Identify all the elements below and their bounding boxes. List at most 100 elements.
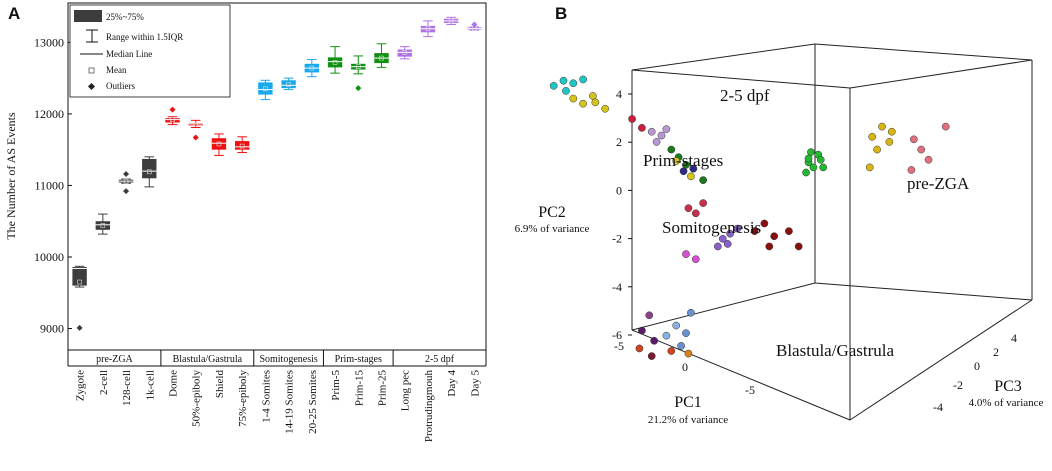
category-label: 128-cell	[121, 370, 133, 406]
outlier-marker	[123, 170, 130, 177]
pc3-axis-title: PC3	[994, 378, 1022, 395]
data-point	[924, 155, 933, 164]
iqr-box	[165, 118, 180, 123]
legend-mean-marker	[88, 67, 95, 74]
pc2-ticks: 4 2 0 -2 -4 -6	[612, 87, 632, 342]
mean-marker	[309, 65, 315, 71]
group-label: Blastula/Gastrula	[173, 354, 243, 365]
data-point	[750, 227, 759, 235]
box-Dome	[165, 106, 180, 126]
data-point	[638, 124, 646, 132]
data-point	[785, 227, 793, 235]
cluster-label-somito: Somitogenesis	[662, 218, 761, 237]
legend-mean-label: Mean	[106, 65, 127, 75]
pc3-axis-subtitle: 4.0% of variance	[969, 397, 1044, 409]
cluster-label-blastula: Blastula/Gastrula	[776, 341, 894, 360]
box-1-4 Somites	[258, 79, 273, 101]
data-point	[723, 240, 732, 248]
frame-top-far	[814, 43, 1033, 61]
data-point	[726, 229, 734, 238]
data-point	[807, 148, 815, 156]
data-point	[667, 347, 676, 355]
legend-outlier-marker	[88, 83, 95, 90]
data-point	[569, 79, 578, 88]
category-label: 20-25 Somites	[307, 370, 319, 434]
box-75%-epiboly	[234, 136, 250, 154]
category-label: Dome	[168, 370, 180, 397]
pc2-axis-title: PC2	[538, 204, 566, 221]
category-label: Zygote	[75, 370, 87, 401]
data-point	[559, 76, 568, 85]
pc2-tick-label: 0	[616, 183, 622, 197]
data-point	[794, 242, 803, 251]
outlier-marker	[471, 21, 478, 28]
cluster-label-prezga: pre-ZGA	[907, 174, 970, 193]
iqr-box	[72, 267, 87, 286]
data-point	[549, 81, 558, 90]
group-label: 2-5 dpf	[425, 354, 455, 365]
box-Prim-25	[374, 43, 389, 68]
legend-range-label: Range within 1.5IQR	[106, 32, 183, 42]
mean-marker	[123, 178, 129, 184]
box-Prim-15	[351, 55, 366, 92]
pca-points	[549, 75, 950, 360]
box-2-cell	[95, 213, 111, 235]
pc2-tick-label: 4	[616, 87, 622, 101]
data-point	[819, 163, 828, 172]
mean-marker	[216, 141, 222, 147]
box-Long pec	[397, 46, 412, 60]
mean-marker	[332, 60, 338, 65]
category-label: Prim-15	[353, 370, 365, 407]
data-point	[885, 138, 894, 146]
mean-marker	[77, 279, 82, 285]
data-point	[691, 209, 700, 218]
pc1-tick-label: -5	[745, 383, 755, 397]
data-point	[672, 157, 681, 165]
data-point	[682, 329, 690, 337]
mean-marker	[355, 64, 361, 69]
boxes	[72, 16, 482, 331]
data-point	[917, 145, 926, 154]
iqr-box	[234, 141, 250, 150]
data-point	[569, 94, 578, 103]
category-label: 2-cell	[98, 370, 110, 395]
data-point	[662, 125, 671, 133]
data-point	[770, 232, 779, 241]
pc3-tick-label: 2	[993, 345, 999, 359]
iqr-box	[95, 221, 111, 230]
pc3-tick-label: 0	[974, 359, 980, 373]
data-point	[718, 234, 727, 243]
box-Prim-5	[327, 46, 343, 74]
data-point	[760, 219, 769, 228]
data-point	[682, 250, 690, 258]
mean-marker	[286, 82, 291, 87]
data-point	[887, 127, 896, 136]
pc3-tick-label: -2	[953, 378, 963, 392]
data-point	[579, 75, 587, 84]
y-tick-label: 9000	[40, 322, 64, 336]
data-point	[714, 242, 722, 251]
series-pre-ZGA	[802, 122, 950, 177]
data-point	[647, 127, 656, 136]
box-Protrudingmouh	[420, 20, 436, 38]
iqr-box	[258, 82, 273, 95]
panel-a-label: A	[8, 4, 20, 23]
iqr-box	[281, 80, 296, 89]
category-label: 50%-epiboly	[191, 370, 203, 427]
y-tick-label: 11000	[34, 178, 64, 192]
box-128-cell	[118, 170, 134, 195]
pca-panel: 420-2-4-6 -50-5 420-2-4 PC2 6.9% of vari…	[515, 43, 1044, 426]
pc2-tick-label: -2	[612, 232, 622, 246]
data-point	[662, 331, 671, 340]
pc3-ticks: 420 -2 -4	[933, 331, 1017, 414]
pc3-tick-label: -4	[933, 400, 943, 414]
box-Zygote	[72, 265, 87, 331]
category-label: 1k-cell	[144, 370, 156, 401]
frame-top-left	[631, 43, 816, 71]
category-labels: Zygote 2-cell 128-cell 1k-cell Dome 50%-epibo…	[75, 370, 482, 443]
data-point	[652, 138, 661, 146]
data-point	[684, 204, 693, 213]
frame-bottom-back-left	[631, 282, 816, 331]
mean-marker	[146, 169, 152, 175]
pc1-axis-subtitle: 21.2% of variance	[648, 414, 728, 426]
